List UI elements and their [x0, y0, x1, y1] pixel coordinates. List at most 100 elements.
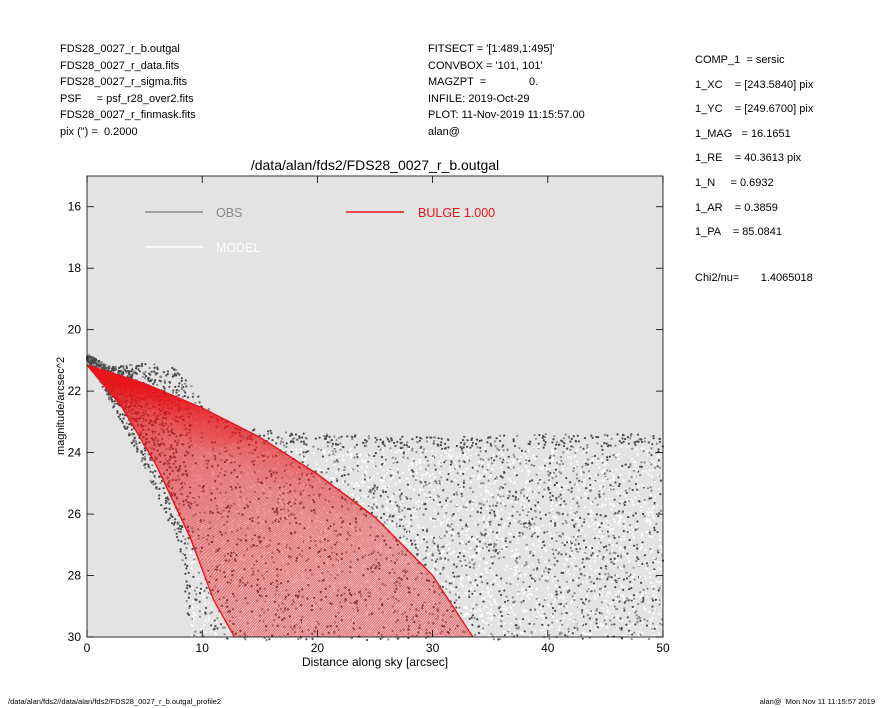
obs-point	[471, 490, 475, 493]
obs-point	[356, 456, 359, 459]
obs-point	[607, 539, 611, 542]
obs-point	[483, 525, 486, 528]
obs-point	[382, 442, 385, 445]
obs-point	[347, 473, 350, 476]
obs-point	[577, 489, 580, 492]
obs-point	[555, 620, 559, 623]
obs-point	[487, 479, 490, 482]
obs-point	[556, 529, 559, 532]
obs-point	[610, 576, 613, 579]
obs-point	[268, 638, 271, 641]
obs-point	[366, 465, 369, 468]
obs-point	[101, 385, 104, 388]
obs-point	[499, 526, 502, 529]
obs-point	[528, 585, 531, 588]
obs-point	[383, 462, 386, 466]
obs-point	[159, 481, 162, 485]
obs-point	[425, 440, 429, 443]
obs-point	[204, 602, 207, 605]
obs-point	[367, 479, 371, 482]
obs-point	[461, 495, 464, 498]
obs-point	[586, 590, 589, 593]
obs-point	[558, 483, 561, 486]
obs-point	[363, 494, 366, 497]
obs-point	[372, 492, 375, 495]
obs-point	[442, 489, 445, 492]
obs-point	[193, 589, 196, 592]
obs-point	[437, 437, 440, 440]
obs-point	[522, 611, 526, 614]
obs-point	[627, 575, 630, 578]
obs-point	[631, 488, 634, 492]
obs-point	[519, 521, 522, 524]
obs-point	[330, 480, 333, 484]
obs-point	[197, 395, 200, 398]
obs-point	[478, 464, 481, 467]
obs-point	[117, 415, 120, 418]
obs-point	[637, 630, 641, 634]
obs-point	[484, 458, 488, 462]
obs-point	[482, 627, 485, 630]
obs-point	[636, 486, 639, 489]
obs-point	[627, 557, 630, 560]
obs-point	[468, 590, 471, 593]
obs-point	[527, 449, 530, 452]
obs-point	[317, 467, 320, 470]
obs-point	[658, 532, 661, 535]
obs-point	[545, 572, 548, 575]
obs-point	[447, 446, 450, 449]
obs-point	[493, 599, 496, 602]
obs-point	[470, 620, 473, 623]
obs-point	[285, 445, 288, 448]
obs-point	[520, 449, 524, 452]
obs-point	[609, 444, 612, 447]
obs-point	[314, 437, 317, 440]
obs-point	[576, 460, 579, 463]
obs-point	[543, 481, 546, 484]
obs-point	[496, 501, 499, 504]
obs-point	[640, 581, 643, 585]
obs-point	[305, 638, 308, 641]
obs-point	[216, 617, 219, 620]
obs-point	[187, 596, 190, 599]
obs-point	[195, 593, 198, 596]
obs-point	[512, 466, 515, 469]
obs-point	[391, 520, 394, 523]
obs-point	[392, 509, 395, 512]
obs-point	[522, 608, 525, 611]
obs-point	[597, 473, 600, 476]
obs-point	[586, 573, 589, 576]
obs-point	[480, 507, 483, 510]
obs-point	[528, 443, 531, 446]
obs-point	[630, 476, 633, 479]
obs-point	[413, 514, 416, 518]
obs-point	[416, 515, 419, 519]
obs-point	[556, 579, 560, 582]
obs-point	[609, 502, 612, 505]
obs-point	[611, 611, 614, 614]
obs-point	[392, 460, 395, 463]
obs-point	[514, 569, 517, 572]
obs-point	[659, 509, 663, 512]
obs-point	[426, 530, 429, 533]
obs-point	[636, 617, 639, 620]
obs-point	[421, 451, 425, 454]
obs-point	[518, 531, 521, 534]
obs-point	[603, 524, 606, 528]
obs-point	[451, 588, 454, 591]
obs-point	[640, 601, 643, 604]
obs-point	[657, 515, 660, 518]
obs-point	[567, 627, 570, 630]
obs-point	[470, 437, 474, 440]
obs-point	[339, 442, 342, 445]
obs-point	[188, 605, 191, 608]
obs-point	[515, 548, 518, 552]
obs-point	[391, 495, 394, 498]
obs-point	[507, 455, 510, 458]
obs-point	[444, 554, 447, 557]
obs-point	[520, 597, 523, 600]
obs-point	[547, 620, 551, 624]
obs-point	[419, 461, 422, 464]
obs-point	[524, 481, 528, 484]
obs-point	[480, 493, 483, 496]
